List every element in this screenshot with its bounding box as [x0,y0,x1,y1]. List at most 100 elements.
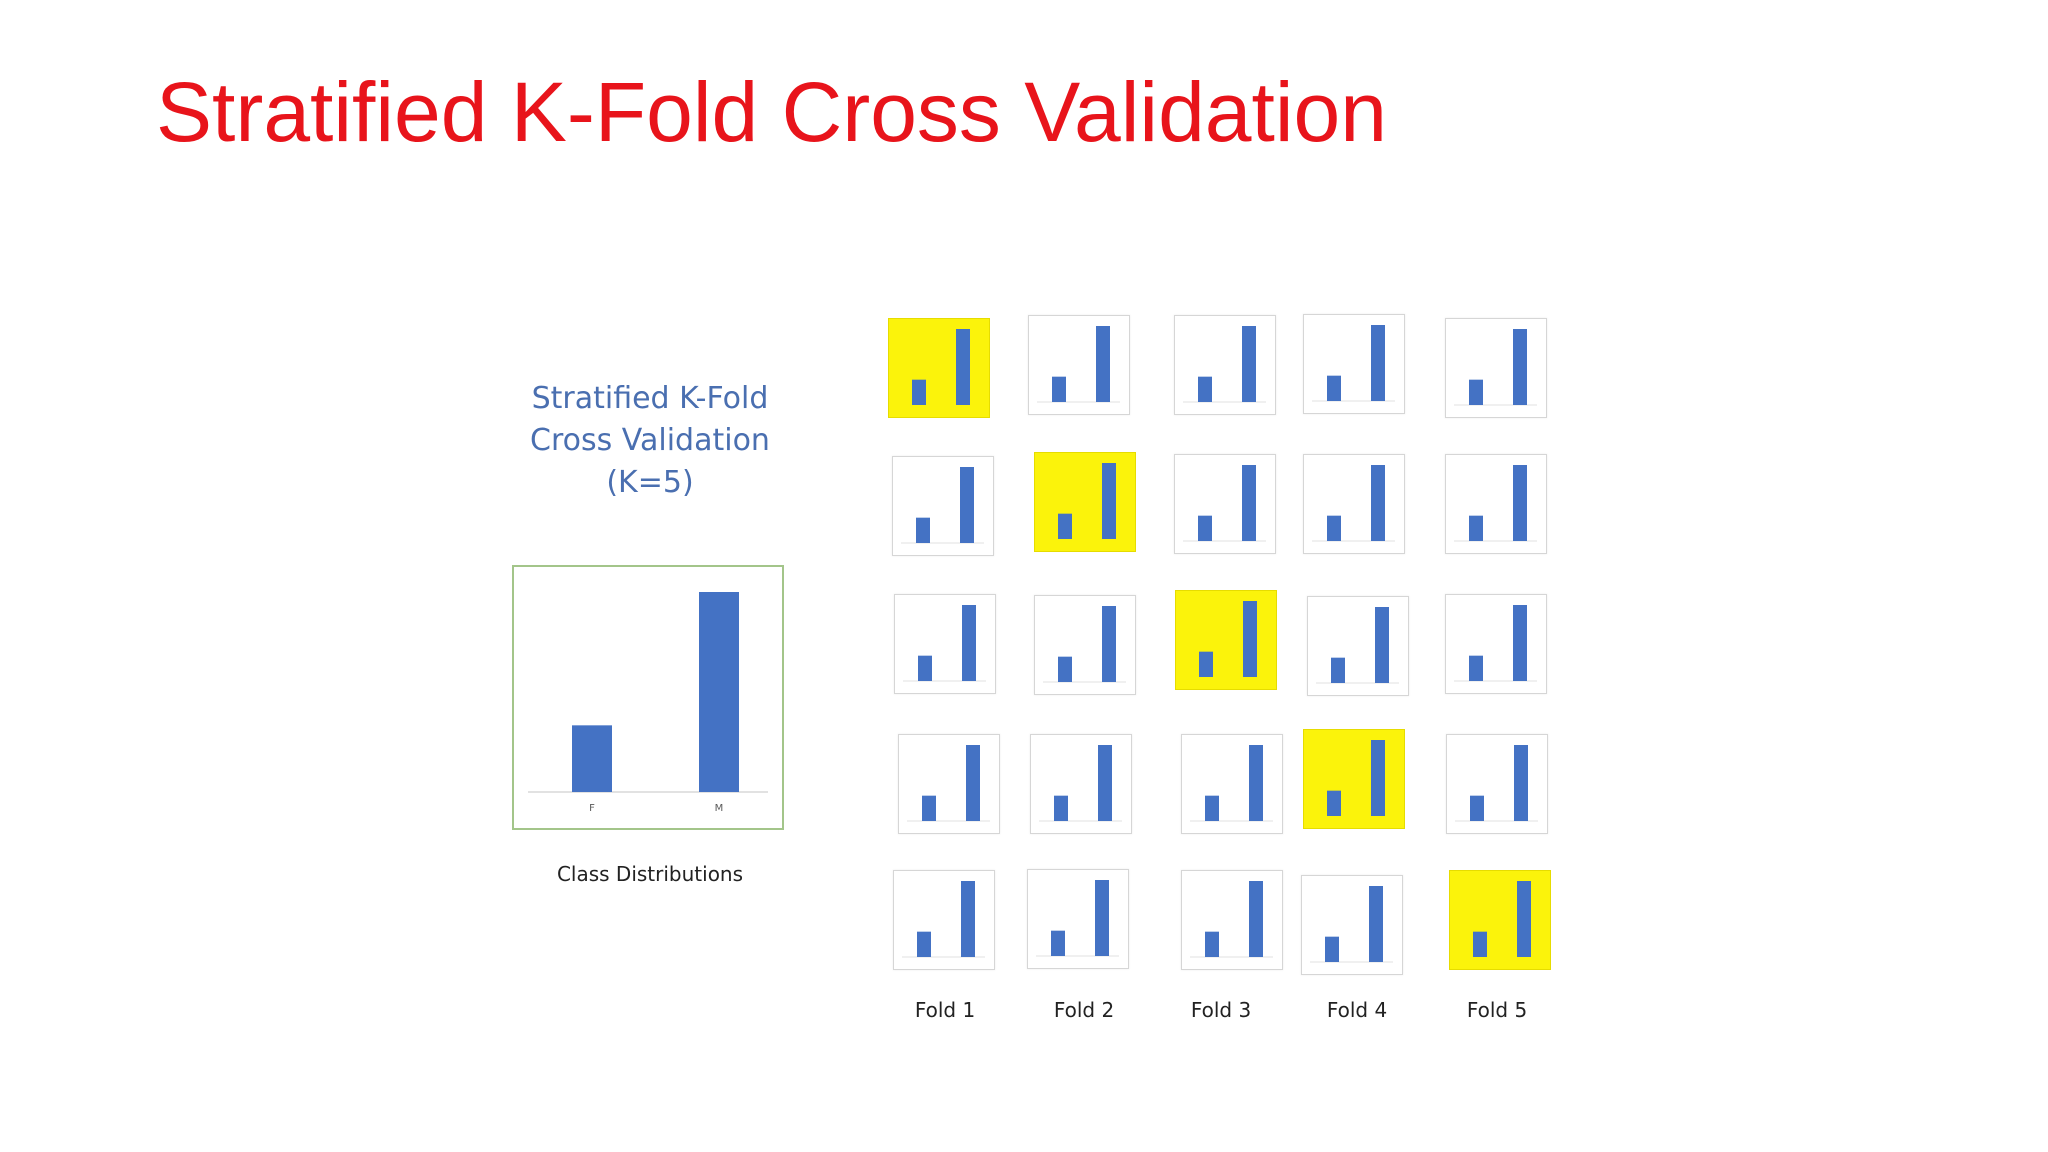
fold-bar-m [1513,329,1527,405]
fold-label-1: Fold 1 [914,998,976,1022]
fold-bar-f [1054,795,1068,821]
overall-bar-f [572,725,612,792]
fold-bar-m [1371,325,1385,401]
fold-bar-m [1249,745,1263,821]
train-fold-chart-row-4-col-1 [898,734,1000,834]
fold-chart-svg [1037,326,1120,403]
diagram-heading-line-2: Cross Validation [530,423,770,458]
train-fold-chart-row-5-col-4 [1301,875,1403,975]
fold-chart-svg [1036,880,1119,957]
fold-bar-m [956,329,970,405]
fold-chart-svg [1043,606,1126,683]
train-fold-chart-row-2-col-3 [1174,454,1276,554]
train-fold-chart-row-5-col-3 [1181,870,1283,970]
fold-label-5: Fold 5 [1466,998,1528,1022]
fold-bar-f [1198,376,1212,402]
fold-bar-f [1205,795,1219,821]
diagram-heading-line-3: (K=5) [606,465,694,500]
fold-bar-f [1469,655,1483,681]
fold-bar-m [1242,326,1256,402]
overall-tick-m: M [715,803,724,814]
fold-chart-svg [903,605,986,682]
test-fold-chart-row-2-col-2 [1034,452,1136,552]
fold-chart-svg [1039,745,1122,822]
train-fold-chart-row-1-col-4 [1303,314,1405,414]
fold-chart-svg [912,329,970,405]
fold-chart-svg [1312,465,1395,542]
fold-chart-svg [1190,881,1273,958]
fold-bar-f [1058,656,1072,682]
fold-bar-f [916,517,930,543]
train-fold-chart-row-1-col-2 [1028,315,1130,415]
fold-bar-m [960,467,974,543]
fold-bar-m [1102,463,1116,539]
fold-label-2: Fold 2 [1053,998,1115,1022]
fold-bar-m [1513,605,1527,681]
fold-bar-f [1327,790,1341,816]
train-fold-chart-row-4-col-2 [1030,734,1132,834]
fold-chart-svg [1455,745,1538,822]
fold-bar-f [1051,930,1065,956]
fold-bar-m [1513,465,1527,541]
train-fold-chart-row-1-col-5 [1445,318,1547,418]
train-fold-chart-row-3-col-2 [1034,595,1136,695]
fold-bar-f [918,655,932,681]
fold-chart-svg [1183,465,1266,542]
fold-bar-f [1469,515,1483,541]
fold-bar-f [1198,515,1212,541]
fold-bar-m [1095,880,1109,956]
test-fold-chart-row-3-col-3 [1175,590,1277,690]
fold-bar-f [1325,936,1339,962]
fold-bar-m [1242,465,1256,541]
fold-chart-svg [1058,463,1116,539]
fold-bar-f [1058,513,1072,539]
fold-bar-m [1369,886,1383,962]
fold-chart-svg [1183,326,1266,403]
fold-bar-f [1052,376,1066,402]
fold-bar-f [917,931,931,957]
overall-bar-m [699,592,739,792]
train-fold-chart-row-3-col-5 [1445,594,1547,694]
diagram-heading-line-1: Stratified K-Fold [531,381,769,416]
overall-tick-f: F [589,803,595,814]
fold-chart-svg [901,467,984,544]
fold-bar-m [1102,606,1116,682]
fold-bar-m [1096,326,1110,402]
fold-chart-svg [1473,881,1531,957]
train-fold-chart-row-4-col-5 [1446,734,1548,834]
fold-bar-m [1371,740,1385,816]
fold-chart-svg [1312,325,1395,402]
fold-chart-svg [1454,465,1537,542]
slide-title: Stratified K-Fold Cross Validation [156,65,1387,159]
train-fold-chart-row-5-col-1 [893,870,995,970]
fold-bar-f [912,379,926,405]
fold-chart-svg [1454,605,1537,682]
fold-bar-f [922,795,936,821]
fold-chart-svg [1327,740,1385,816]
train-fold-chart-row-4-col-3 [1181,734,1283,834]
class-distributions-caption: Class Distributions [556,862,744,886]
fold-chart-svg [1310,886,1393,963]
fold-bar-m [1243,601,1257,677]
test-fold-chart-row-5-col-5 [1449,870,1551,970]
fold-bar-f [1327,515,1341,541]
fold-chart-svg [1199,601,1257,677]
fold-bar-f [1331,657,1345,683]
fold-bar-f [1327,375,1341,401]
train-fold-chart-row-5-col-2 [1027,869,1129,969]
fold-bar-m [1371,465,1385,541]
fold-bar-f [1199,651,1213,677]
diagram-heading: Stratified K-Fold Cross Validation (K=5) [490,378,810,504]
train-fold-chart-row-3-col-4 [1307,596,1409,696]
fold-bar-m [1249,881,1263,957]
fold-chart-svg [902,881,985,958]
fold-bar-m [962,605,976,681]
train-fold-chart-row-2-col-1 [892,456,994,556]
fold-bar-m [1375,607,1389,683]
fold-chart-svg [1454,329,1537,406]
fold-bar-m [1514,745,1528,821]
fold-bar-f [1469,379,1483,405]
fold-bar-m [1517,881,1531,957]
